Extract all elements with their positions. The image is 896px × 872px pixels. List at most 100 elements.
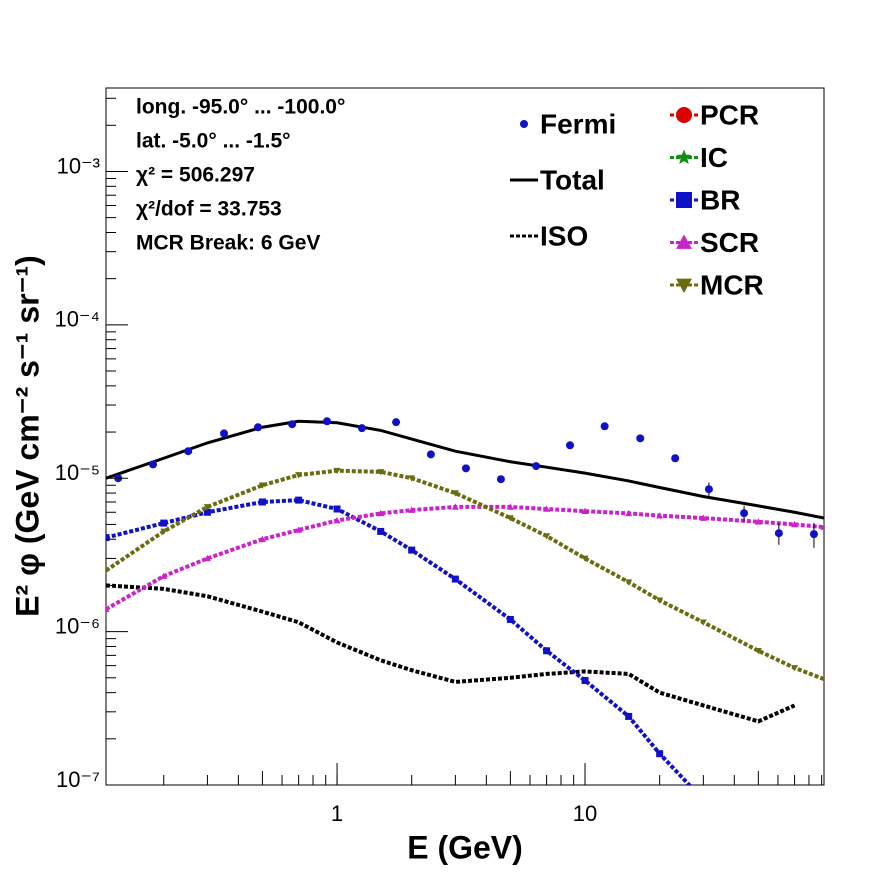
data-point <box>426 450 435 459</box>
y-tick-label: 10⁻³ <box>57 153 100 178</box>
marker <box>295 472 303 479</box>
data-point <box>636 434 645 443</box>
marker <box>106 605 110 612</box>
marker <box>258 535 266 543</box>
marker <box>676 192 692 208</box>
data-point <box>809 530 818 539</box>
data-point <box>148 460 157 469</box>
marker <box>106 567 110 575</box>
data-point <box>740 509 749 518</box>
marker <box>160 572 168 579</box>
x-tick-label: 1 <box>331 801 343 826</box>
marker <box>506 503 514 510</box>
data-point <box>704 485 713 494</box>
marker <box>625 509 633 517</box>
marker <box>676 278 692 293</box>
data-point <box>357 424 366 433</box>
marker <box>377 469 385 476</box>
marker <box>333 505 341 513</box>
annotation: χ²/dof = 33.753 <box>136 198 282 221</box>
marker <box>377 509 385 517</box>
data-point <box>671 454 680 463</box>
y-tick-label: 10⁻⁴ <box>54 307 100 332</box>
data-point <box>566 441 575 450</box>
marker <box>506 515 514 522</box>
marker <box>258 498 266 506</box>
marker <box>543 505 551 512</box>
marker <box>656 597 664 604</box>
y-tick-label: 10⁻⁷ <box>56 767 100 792</box>
marker <box>506 615 514 623</box>
legend-label: MCR <box>700 269 764 300</box>
legend-label: PCR <box>700 99 759 130</box>
marker <box>295 496 303 504</box>
series-line <box>106 504 824 611</box>
marker <box>791 665 799 672</box>
marker <box>333 517 341 524</box>
marker <box>451 575 459 583</box>
marker <box>581 555 589 562</box>
y-tick-label: 10⁻⁵ <box>55 460 100 485</box>
y-axis-label: E² φ (GeV cm⁻² s⁻¹ sr⁻¹) <box>9 255 45 617</box>
marker <box>333 467 341 475</box>
x-axis-label: E (GeV) <box>407 829 523 865</box>
marker <box>699 514 707 521</box>
marker <box>203 504 211 511</box>
data-point <box>220 429 229 438</box>
data-point <box>774 529 783 538</box>
legend-label: ISO <box>540 220 588 251</box>
series-line <box>106 583 796 724</box>
annotation: χ² = 506.297 <box>136 164 255 187</box>
legend-label: Total <box>540 164 605 195</box>
x-tick-label: 10 <box>573 801 597 826</box>
data-point <box>288 420 297 429</box>
legend: Fermi Total ISO PCR IC BR SCR MCR <box>510 99 764 300</box>
marker <box>656 512 664 519</box>
marker <box>377 527 385 535</box>
marker <box>106 534 110 542</box>
legend-label: Fermi <box>540 108 616 139</box>
marker <box>820 523 824 530</box>
marker <box>295 526 303 533</box>
series-line <box>106 468 824 682</box>
legend-label: BR <box>700 184 740 215</box>
data-point <box>254 423 263 432</box>
y-tick-label: 10⁻⁶ <box>55 613 100 638</box>
marker <box>676 234 692 249</box>
marker <box>258 482 266 489</box>
marker <box>676 107 692 123</box>
marker <box>203 508 211 516</box>
marker <box>543 533 551 540</box>
marker <box>408 546 416 554</box>
data-point <box>600 422 609 431</box>
marker <box>676 149 692 164</box>
marker <box>700 796 707 803</box>
marker <box>408 506 416 513</box>
annotation: MCR Break: 6 GeV <box>136 232 320 255</box>
marker <box>451 503 459 510</box>
legend-label: IC <box>700 142 728 173</box>
data-point <box>461 464 470 473</box>
marker <box>625 579 633 586</box>
plot-frame <box>105 87 825 786</box>
marker <box>581 507 589 514</box>
marker <box>699 619 707 626</box>
annotation: long. -95.0° ... -100.0° <box>136 96 345 119</box>
data-point <box>323 417 332 426</box>
series-line <box>106 419 824 520</box>
marker <box>754 518 762 525</box>
marker <box>160 519 168 527</box>
data-point <box>184 447 193 456</box>
marker <box>408 475 416 482</box>
marker <box>203 554 211 562</box>
marker <box>543 647 551 655</box>
marker <box>754 647 762 655</box>
marker <box>451 490 459 497</box>
marker <box>581 677 589 685</box>
marker <box>520 120 528 128</box>
marker <box>160 528 168 535</box>
marker <box>820 676 824 683</box>
marker <box>791 520 799 528</box>
series-line <box>106 498 693 785</box>
legend-label: SCR <box>700 227 759 258</box>
